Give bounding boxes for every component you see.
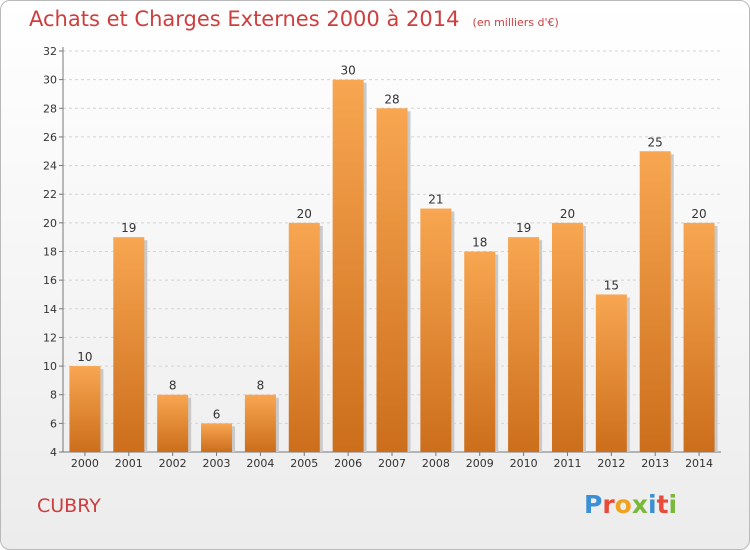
x-tick-label: 2012 <box>597 457 625 470</box>
y-tick-label: 20 <box>43 217 57 230</box>
bar-2001 <box>113 237 145 452</box>
chart-header: Achats et Charges Externes 2000 à 2014 (… <box>29 7 559 31</box>
x-tick-label: 2014 <box>685 457 713 470</box>
bar-value-label: 20 <box>560 207 575 221</box>
bar-2012 <box>595 294 627 452</box>
bar-2008 <box>420 208 452 452</box>
x-tick-label: 2007 <box>378 457 406 470</box>
y-tick-label: 4 <box>50 446 57 459</box>
proxiti-logo: Proxiti <box>584 490 677 519</box>
logo-letter: i <box>668 490 678 519</box>
y-tick-label: 12 <box>43 331 57 344</box>
labels: 10 2000 19 2001 8 2002 6 2003 8 2004 20 2005 30 2006 2… <box>71 64 713 470</box>
bar-2004 <box>244 394 276 452</box>
y-tick-label: 16 <box>43 274 57 287</box>
logo-letter: t <box>656 490 669 519</box>
y-tick-label: 26 <box>43 131 57 144</box>
y-tick-label: 6 <box>50 417 57 430</box>
x-tick-label: 2013 <box>641 457 669 470</box>
bar-value-label: 10 <box>77 350 92 364</box>
logo-letter: r <box>602 490 615 519</box>
x-tick-label: 2000 <box>71 457 99 470</box>
bar-value-label: 25 <box>648 135 663 149</box>
y-tick-label: 28 <box>43 102 57 115</box>
bar-2002 <box>157 394 189 452</box>
x-tick-label: 2008 <box>422 457 450 470</box>
bar-value-label: 19 <box>121 221 136 235</box>
y-tick-label: 22 <box>43 188 57 201</box>
bars <box>69 79 718 453</box>
y-tick-label: 18 <box>43 246 57 259</box>
bar-2010 <box>508 237 540 452</box>
bar-value-label: 20 <box>691 207 706 221</box>
bar-value-label: 21 <box>428 193 443 207</box>
bar-value-label: 30 <box>340 64 355 78</box>
bar-2006 <box>332 79 364 453</box>
x-tick-label: 2009 <box>466 457 494 470</box>
x-tick-label: 2006 <box>334 457 362 470</box>
y-tick-label: 10 <box>43 360 57 373</box>
x-tick-label: 2002 <box>159 457 187 470</box>
bar-2009 <box>464 251 496 452</box>
bar-2003 <box>201 423 233 452</box>
y-tick-label: 24 <box>43 160 57 173</box>
bar-value-label: 18 <box>472 236 487 250</box>
x-tick-label: 2003 <box>203 457 231 470</box>
bar-value-label: 19 <box>516 221 531 235</box>
logo-letter: P <box>584 490 603 519</box>
x-tick-label: 2004 <box>246 457 274 470</box>
commune-name: CUBRY <box>37 495 101 517</box>
y-tick-label: 30 <box>43 74 57 87</box>
y-tick-label: 32 <box>43 45 57 58</box>
bar-value-label: 20 <box>297 207 312 221</box>
x-tick-label: 2005 <box>290 457 318 470</box>
logo-letter: x <box>631 490 648 519</box>
x-tick-label: 2011 <box>553 457 581 470</box>
bar-2011 <box>551 222 583 452</box>
bar-value-label: 8 <box>257 379 265 393</box>
chart-subtitle: (en milliers d'€) <box>472 16 559 29</box>
bar-value-label: 8 <box>169 379 177 393</box>
logo-letter: o <box>614 490 632 519</box>
bar-2007 <box>376 108 408 453</box>
bar-2000 <box>69 366 101 452</box>
y-tick-label: 8 <box>50 389 57 402</box>
y-tick-label: 14 <box>43 303 57 316</box>
bar-2014 <box>683 222 715 452</box>
bar-2013 <box>639 151 671 452</box>
bar-2005 <box>288 222 320 452</box>
bar-value-label: 6 <box>213 407 221 421</box>
x-tick-label: 2001 <box>115 457 143 470</box>
chart-title: Achats et Charges Externes 2000 à 2014 <box>29 7 460 31</box>
logo-letter: i <box>648 490 657 519</box>
x-tick-label: 2010 <box>510 457 538 470</box>
bar-value-label: 28 <box>384 92 399 106</box>
bar-value-label: 15 <box>604 278 619 292</box>
